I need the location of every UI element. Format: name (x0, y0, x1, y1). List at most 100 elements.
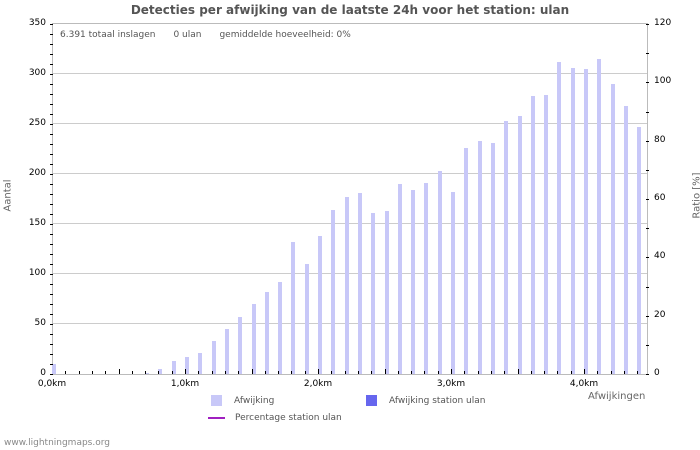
x-tick-mark (570, 371, 572, 374)
y-tick-mark-left (50, 364, 53, 365)
x-tick-mark (451, 369, 452, 374)
y-tick-left: 350 (28, 18, 46, 28)
y-tick-mark-left (50, 304, 53, 305)
bar-afwijking (517, 116, 522, 374)
bar-afwijking (544, 95, 549, 374)
y-tick-left: 100 (28, 268, 46, 278)
bar-afwijking (331, 210, 336, 374)
bar-afwijking (264, 292, 269, 374)
gridline (53, 323, 647, 324)
x-axis-label: Afwijkingen (588, 391, 646, 402)
average-amount: gemiddelde hoeveelheid: 0% (219, 30, 351, 40)
bar-afwijking (637, 127, 642, 374)
y-tick-mark-left (50, 294, 53, 295)
bar-afwijking (530, 96, 535, 374)
bar-afwijking (397, 184, 402, 374)
x-tick-mark (610, 371, 612, 374)
y-tick-mark-left (50, 174, 53, 175)
summary-info: 6.391 totaal inslagen 0 ulan gemiddelde ho… (60, 30, 369, 40)
x-tick-mark (437, 371, 439, 374)
x-tick-mark (131, 371, 133, 374)
bar-afwijking (570, 68, 575, 374)
x-tick-mark (251, 369, 253, 374)
y-tick-mark-left (50, 204, 53, 205)
bar-afwijking (490, 143, 495, 374)
x-tick-mark (65, 371, 67, 374)
chart-title: Detecties per afwijking van de laatste 2… (130, 3, 570, 17)
y-tick-mark-left (50, 314, 53, 315)
x-tick-mark (371, 371, 373, 374)
legend-percentage-station: Percentage station ulan (208, 413, 342, 423)
x-tick-mark (530, 371, 532, 374)
gridline (53, 173, 647, 174)
x-tick-mark (464, 371, 466, 374)
x-tick-label: 2,0km (303, 379, 333, 389)
y-tick-mark-left (50, 144, 53, 145)
y-tick-right: 40 (654, 251, 666, 262)
y-axis-right-label: Ratio [%] (691, 172, 700, 219)
x-tick-mark (105, 371, 107, 374)
y-tick-left: 0 (40, 368, 46, 378)
y-tick-mark-left (50, 244, 53, 245)
x-tick-mark (490, 371, 492, 374)
y-tick-mark-left (50, 264, 53, 265)
x-tick-mark (238, 371, 240, 374)
bar-afwijking (344, 197, 349, 374)
bar-afwijking (278, 282, 283, 374)
y-tick-mark-left (50, 254, 53, 255)
x-tick-mark (344, 371, 346, 374)
y-tick-mark-right (646, 140, 649, 142)
legend-swatch-percentage-station (208, 417, 225, 419)
y-tick-mark-right (646, 82, 649, 84)
bar-afwijking (145, 373, 150, 374)
x-tick-mark (118, 369, 120, 374)
y-tick-left: 300 (28, 68, 46, 78)
y-tick-mark-left (50, 354, 53, 355)
x-tick-mark (264, 371, 266, 374)
footer-watermark: www.lightningmaps.org (4, 438, 110, 448)
x-tick-mark (597, 371, 599, 374)
x-tick-mark (637, 371, 639, 374)
x-tick-label: 1,0km (170, 379, 200, 389)
bar-afwijking (584, 69, 588, 374)
y-tick-mark-left (50, 24, 53, 25)
y-tick-mark-right (646, 24, 649, 25)
bar-afwijking (211, 341, 216, 374)
x-tick-mark (158, 371, 160, 374)
y-tick-mark-right (646, 257, 649, 259)
x-tick-mark (557, 371, 559, 374)
bar-afwijking (198, 353, 203, 374)
x-tick-mark (318, 369, 319, 374)
bar-afwijking (185, 357, 189, 374)
x-tick-mark (185, 369, 186, 374)
x-tick-mark (623, 371, 625, 374)
total-strikes: 6.391 totaal inslagen (60, 30, 156, 40)
x-tick-mark (411, 371, 413, 374)
bar-afwijking (424, 183, 429, 374)
x-tick-mark (331, 371, 333, 374)
bar-afwijking (238, 317, 243, 374)
legend-afwijking-station: Afwijking station ulan (366, 395, 485, 406)
bar-afwijking (464, 148, 469, 374)
y-axis-left-label: Aantal (2, 179, 14, 212)
x-tick-mark (224, 371, 226, 374)
y-tick-mark-right (646, 286, 649, 288)
y-tick-mark-left (50, 154, 53, 155)
x-tick-label: 0,0km (37, 379, 67, 389)
y-tick-mark-left (50, 234, 53, 235)
y-tick-mark-left (50, 184, 53, 185)
y-tick-mark-left (50, 104, 53, 105)
y-tick-left: 200 (28, 168, 46, 178)
gridline (53, 273, 647, 274)
y-tick-mark-left (50, 274, 53, 275)
gridline (53, 73, 647, 74)
bar-afwijking (384, 211, 389, 374)
bar-afwijking (318, 236, 322, 374)
x-tick-mark (584, 369, 585, 374)
bar-afwijking (224, 329, 229, 374)
bar-afwijking (304, 264, 309, 374)
x-tick-mark (211, 371, 213, 374)
legend-swatch-afwijking-station (366, 395, 377, 406)
bar-afwijking (357, 193, 362, 374)
legend-label-afwijking: Afwijking (234, 395, 275, 406)
